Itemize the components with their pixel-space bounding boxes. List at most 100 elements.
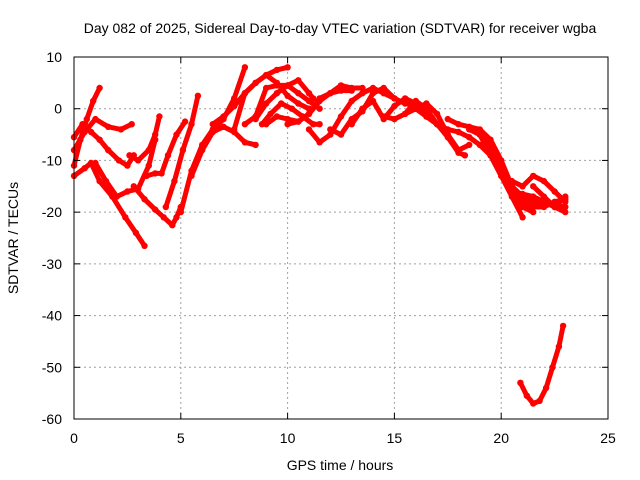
data-point bbox=[220, 123, 227, 130]
series-line-arc-31 bbox=[530, 183, 568, 215]
data-point bbox=[305, 90, 313, 97]
y-tick-label: -40 bbox=[42, 308, 62, 324]
data-point bbox=[252, 115, 259, 123]
y-tick-label: 0 bbox=[54, 101, 62, 117]
data-point bbox=[523, 392, 530, 399]
data-point bbox=[173, 131, 180, 138]
data-point bbox=[284, 121, 291, 128]
x-tick-label: 10 bbox=[280, 430, 296, 446]
data-point bbox=[401, 95, 409, 102]
data-point bbox=[288, 105, 296, 112]
data-point bbox=[559, 322, 567, 330]
data-point bbox=[132, 229, 140, 236]
data-point bbox=[122, 214, 129, 221]
data-point bbox=[92, 115, 99, 123]
data-point bbox=[455, 128, 462, 136]
data-point bbox=[220, 113, 227, 120]
data-point bbox=[455, 121, 462, 128]
data-point bbox=[105, 146, 112, 154]
data-point bbox=[90, 97, 97, 105]
data-point bbox=[348, 97, 355, 105]
data-point bbox=[284, 115, 291, 123]
data-point bbox=[305, 126, 313, 133]
data-point bbox=[128, 121, 135, 128]
data-point bbox=[143, 172, 150, 180]
data-point bbox=[542, 384, 550, 392]
y-tick-label: -10 bbox=[42, 152, 62, 168]
data-point bbox=[152, 206, 159, 213]
data-point bbox=[369, 84, 377, 92]
data-point bbox=[530, 203, 537, 211]
data-point bbox=[348, 121, 355, 128]
data-point bbox=[359, 90, 366, 97]
data-point bbox=[284, 64, 291, 71]
data-point bbox=[391, 95, 398, 102]
data-point bbox=[476, 141, 483, 149]
data-point bbox=[241, 64, 249, 71]
data-point bbox=[466, 141, 473, 149]
data-point bbox=[162, 203, 169, 211]
data-point bbox=[115, 157, 123, 164]
data-point bbox=[267, 110, 274, 118]
data-point bbox=[536, 397, 543, 405]
data-point bbox=[508, 188, 516, 195]
data-point bbox=[87, 128, 95, 136]
data-point bbox=[530, 172, 537, 180]
data-point bbox=[519, 183, 526, 190]
data-point bbox=[252, 141, 259, 149]
data-point bbox=[126, 152, 133, 159]
data-point bbox=[391, 102, 398, 110]
data-point bbox=[444, 134, 451, 141]
x-tick-label: 5 bbox=[177, 430, 185, 446]
data-point bbox=[141, 196, 148, 203]
data-point bbox=[461, 152, 469, 159]
data-point bbox=[152, 170, 159, 177]
data-point bbox=[284, 82, 291, 89]
data-point bbox=[530, 183, 537, 190]
data-point bbox=[194, 92, 202, 100]
data-point bbox=[519, 198, 526, 205]
y-tick-label: 10 bbox=[46, 49, 62, 65]
data-point bbox=[530, 193, 537, 200]
data-point bbox=[273, 113, 281, 120]
data-point bbox=[380, 113, 387, 120]
data-point bbox=[412, 105, 419, 112]
data-point bbox=[83, 115, 91, 123]
data-point bbox=[530, 208, 537, 216]
data-point bbox=[145, 162, 152, 169]
data-point bbox=[173, 214, 180, 221]
data-point bbox=[316, 105, 323, 112]
data-point bbox=[263, 84, 270, 92]
data-point bbox=[92, 159, 99, 167]
data-point bbox=[551, 203, 558, 211]
data-point bbox=[231, 102, 238, 110]
data-point bbox=[241, 121, 249, 128]
data-point bbox=[105, 123, 112, 130]
x-tick-label: 25 bbox=[600, 430, 616, 446]
data-point bbox=[141, 242, 148, 249]
data-point bbox=[519, 190, 526, 198]
axis-ticks: 0 5 10 15 20 25 -60 -50 -40 -30 -20 -10 0 10 bbox=[42, 49, 616, 446]
data-point bbox=[433, 121, 441, 128]
data-point bbox=[549, 364, 556, 371]
data-point bbox=[423, 113, 430, 120]
data-point bbox=[188, 172, 195, 180]
data-point bbox=[423, 105, 430, 112]
data-point bbox=[327, 131, 334, 138]
data-point bbox=[295, 100, 302, 107]
data-point bbox=[164, 152, 172, 159]
data-point bbox=[152, 131, 159, 138]
data-point bbox=[156, 113, 163, 120]
data-point bbox=[305, 110, 313, 118]
data-point bbox=[305, 97, 313, 105]
x-tick-label: 15 bbox=[387, 430, 403, 446]
data-point bbox=[179, 146, 187, 154]
data-point bbox=[466, 134, 473, 141]
data-point bbox=[540, 177, 548, 185]
data-point bbox=[263, 100, 270, 107]
data-point bbox=[327, 126, 334, 133]
data-point bbox=[359, 84, 366, 92]
data-point bbox=[337, 131, 345, 138]
data-point bbox=[209, 121, 216, 128]
y-tick-label: -60 bbox=[42, 411, 62, 427]
